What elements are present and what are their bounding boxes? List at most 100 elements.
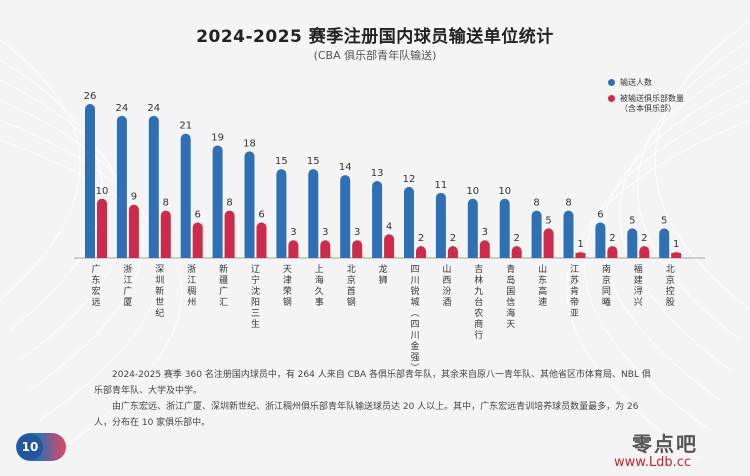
bar-players (467, 198, 478, 258)
bar-base-clubs (224, 253, 235, 258)
data-label: 14 (339, 162, 352, 173)
bar-base-clubs (543, 253, 554, 258)
bar-players (85, 104, 95, 258)
legend-label-clubs-note: （含本俱乐部） (620, 104, 676, 113)
bar-clubs (128, 204, 139, 258)
bar-players (659, 228, 670, 258)
data-label: 24 (116, 103, 129, 114)
bar-players (148, 115, 159, 258)
data-label: 5 (661, 215, 667, 226)
category-label: 天津荣钢 (283, 265, 292, 308)
note-paragraph-1: 2024-2025 赛季 360 名注册国内球员中，有 264 人来自 CBA … (94, 370, 651, 396)
bar-base-clubs (416, 253, 426, 258)
bar-base-players (372, 253, 383, 258)
bar-base-clubs (671, 253, 682, 258)
data-label: 8 (163, 198, 169, 209)
bar-clubs (192, 222, 203, 258)
bar-base-clubs (192, 253, 203, 258)
data-label: 1 (673, 239, 679, 250)
data-label: 5 (545, 215, 551, 226)
bar-base-players (499, 253, 510, 258)
data-label: 26 (84, 91, 97, 102)
data-label: 10 (96, 186, 109, 197)
chart-subtitle: (CBA 俱乐部青年队输送) (313, 49, 437, 62)
bar-players (595, 222, 606, 258)
bar-base-players (116, 253, 127, 258)
bar-base-clubs (256, 253, 267, 258)
category-label: 江苏肯帝亚 (570, 264, 579, 319)
bar-players (308, 169, 319, 258)
data-label: 8 (565, 198, 571, 209)
data-label: 21 (179, 121, 192, 132)
watermark-logo: 零点吧 (632, 432, 698, 456)
data-label: 2 (514, 233, 520, 244)
data-label: 3 (290, 227, 296, 238)
bar-base-clubs (97, 253, 107, 258)
bar-players (212, 145, 223, 258)
data-label: 2 (418, 233, 424, 244)
bar-base-players (340, 253, 351, 258)
category-label: 浙江广厦 (123, 263, 132, 308)
bar-base-clubs (160, 253, 171, 258)
data-label: 19 (211, 132, 224, 143)
legend-swatch-players (608, 79, 615, 86)
data-label: 10 (466, 186, 479, 197)
legend-item-clubs: 被输送俱乐部数量 （含本俱乐部） (608, 94, 684, 114)
category-label: 山东高速 (538, 264, 547, 308)
bar-base-players (659, 253, 670, 258)
category-label: 龙狮 (379, 263, 388, 286)
data-label: 2 (450, 233, 456, 244)
data-label: 5 (629, 215, 635, 226)
bar-base-players (435, 253, 446, 258)
bar-base-players (212, 253, 223, 258)
data-label: 3 (482, 227, 488, 238)
bar-base-players (563, 253, 574, 258)
bar-base-clubs (352, 253, 363, 258)
bar-base-clubs (511, 253, 522, 258)
bar-base-clubs (607, 253, 618, 258)
category-label: 北京控股 (666, 264, 675, 308)
legend-item-players: 输送人数 (608, 78, 684, 88)
bar-base-clubs (447, 253, 458, 258)
category-label: 浙江稠州 (187, 263, 196, 308)
bar-base-players (404, 253, 414, 258)
bar-players (627, 228, 638, 258)
bar-clubs (224, 210, 235, 258)
bar-players (244, 151, 255, 258)
bar-base-players (180, 253, 191, 258)
bar-players (499, 198, 510, 258)
bar-clubs (160, 210, 171, 258)
data-label: 6 (597, 209, 603, 220)
bar-base-players (276, 253, 287, 258)
data-label: 12 (403, 174, 416, 185)
data-label: 2 (609, 233, 615, 244)
legend-label-players: 输送人数 (620, 78, 652, 87)
bar-players (531, 210, 542, 258)
bar-base-clubs (479, 253, 490, 258)
category-label: 福建浔兴 (634, 263, 643, 308)
data-label: 9 (131, 192, 137, 203)
category-label: 四川锐城︵四川金强︶ (410, 265, 419, 374)
page-number-badge: 10 (16, 433, 66, 461)
category-label: 吉林九台农商行 (474, 264, 483, 341)
data-label: 2 (641, 233, 647, 244)
category-label: 上海久事 (315, 264, 324, 308)
notes: 2024-2025 赛季 360 名注册国内球员中，有 264 人来自 CBA … (94, 367, 654, 431)
chart-title: 2024-2025 赛季注册国内球员输送单位统计 (196, 27, 554, 47)
category-label: 新疆广汇 (219, 263, 228, 308)
bar-base-clubs (384, 253, 395, 258)
data-label: 13 (371, 168, 384, 179)
bar-base-players (531, 253, 542, 258)
legend-swatch-clubs (608, 95, 615, 102)
data-label: 6 (258, 209, 264, 220)
data-label: 3 (322, 227, 328, 238)
bar-clubs (97, 198, 107, 258)
data-label: 4 (386, 221, 392, 232)
bar-players (372, 181, 383, 258)
bar-base-players (467, 253, 478, 258)
bar-base-clubs (320, 253, 331, 258)
bar-clubs (256, 222, 267, 258)
data-label: 10 (498, 186, 511, 197)
bar-players (435, 192, 446, 258)
